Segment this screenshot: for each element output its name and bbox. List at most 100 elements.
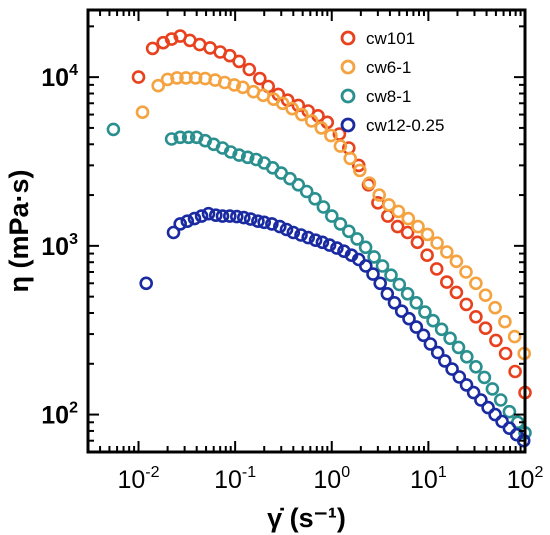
y-tick-label: 104 <box>41 62 78 92</box>
data-point <box>341 224 356 239</box>
data-point <box>382 198 396 212</box>
data-point <box>375 259 390 273</box>
data-point <box>474 393 488 407</box>
data-point <box>429 262 444 276</box>
data-point <box>286 225 301 240</box>
data-point <box>106 122 121 137</box>
data-point <box>330 241 344 255</box>
data-point <box>257 215 272 230</box>
data-point <box>466 385 481 400</box>
x-tick-label: 10-1 <box>214 464 256 494</box>
data-point <box>232 148 246 162</box>
data-point <box>139 276 153 291</box>
legend-item: cw6-1 <box>340 58 411 77</box>
data-point <box>294 228 308 242</box>
data-point <box>333 217 348 231</box>
data-point <box>373 276 388 291</box>
data-point <box>394 304 409 319</box>
data-point <box>488 407 502 422</box>
data-point <box>380 209 395 223</box>
data-point <box>426 313 440 328</box>
legend-label: cw6-1 <box>366 58 411 77</box>
data-point <box>411 219 425 234</box>
data-point <box>437 354 452 368</box>
data-point <box>430 345 445 360</box>
data-point <box>285 101 300 116</box>
data-point <box>459 349 474 364</box>
data-point <box>333 139 348 153</box>
x-axis-title: γ̇ (s⁻¹) <box>267 503 346 533</box>
data-point <box>380 286 395 301</box>
data-point <box>400 225 415 240</box>
data-point <box>236 80 250 95</box>
legend-marker <box>340 30 356 46</box>
data-point <box>459 297 474 312</box>
y-tick-label: 102 <box>41 400 78 430</box>
data-point <box>418 305 432 319</box>
y-tick-label: 103 <box>41 231 78 261</box>
data-point <box>343 151 358 166</box>
data-point <box>508 364 522 379</box>
data-point <box>391 204 406 219</box>
y-axis-title: η (mPa·s) <box>4 169 34 292</box>
data-point <box>498 314 512 329</box>
legend-item: cw8-1 <box>340 87 411 106</box>
data-point <box>223 209 237 223</box>
legend-marker <box>340 117 356 133</box>
data-point <box>498 346 513 361</box>
data-point <box>308 192 322 206</box>
data-point <box>477 370 492 385</box>
data-point <box>469 276 483 291</box>
data-point <box>502 404 517 419</box>
axis-ticks-layer <box>87 10 526 453</box>
series-cw101 <box>131 29 532 400</box>
series-cw8-1 <box>106 122 532 440</box>
data-point <box>507 329 522 344</box>
data-point <box>135 105 150 119</box>
data-point <box>478 288 493 303</box>
data-point <box>294 107 309 122</box>
legend-label: cw101 <box>366 29 415 48</box>
data-point <box>145 41 160 56</box>
data-point <box>324 128 338 143</box>
data-point <box>401 211 416 226</box>
data-point <box>170 71 184 85</box>
data-point <box>420 227 435 242</box>
data-point <box>439 275 454 289</box>
data-point <box>223 48 237 63</box>
data-point <box>291 178 306 192</box>
data-point <box>409 320 424 334</box>
data-point <box>400 286 415 301</box>
data-point <box>237 210 251 225</box>
data-point <box>367 250 381 264</box>
data-point <box>489 333 503 348</box>
data-point <box>443 331 457 346</box>
data-point <box>252 71 267 86</box>
data-point <box>434 322 449 337</box>
data-point <box>324 209 339 223</box>
legend-label: cw8-1 <box>366 87 411 106</box>
data-point <box>358 259 373 273</box>
x-tick-label: 102 <box>507 464 544 494</box>
data-point <box>180 214 195 228</box>
data-point <box>384 268 398 283</box>
data-point <box>469 309 483 324</box>
data-point <box>409 295 424 310</box>
data-points-layer <box>106 29 532 448</box>
data-point <box>160 72 175 87</box>
data-point <box>352 163 367 178</box>
data-point <box>478 321 493 336</box>
data-point <box>362 176 377 190</box>
data-point <box>201 206 216 221</box>
data-point <box>392 277 407 292</box>
legend: cw101 cw6-1 cw8-1 cw12-0.25 <box>340 29 444 135</box>
data-point <box>358 240 373 255</box>
plot-frame <box>86 8 527 454</box>
x-tick-label: 100 <box>313 464 350 494</box>
data-point <box>416 328 431 343</box>
legend-item: cw101 <box>340 29 415 48</box>
data-point <box>215 209 230 223</box>
data-point <box>308 233 323 247</box>
x-tick-label: 10-2 <box>117 464 159 494</box>
data-point <box>449 285 464 300</box>
